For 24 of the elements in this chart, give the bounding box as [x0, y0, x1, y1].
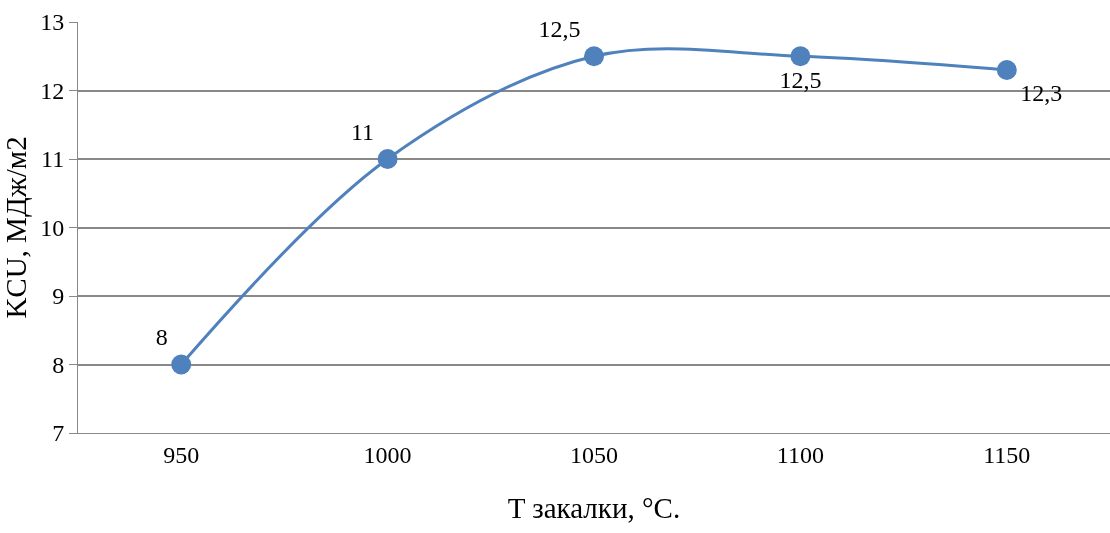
data-label: 11: [350, 118, 375, 145]
y-tick-label: 11: [41, 146, 65, 173]
y-tick-label: 9: [52, 283, 65, 310]
y-tick-label: 7: [52, 420, 65, 447]
y-tick-label: 12: [40, 77, 65, 104]
y-tick-label: 8: [52, 351, 65, 378]
x-tick-label: 1050: [570, 441, 618, 468]
data-label: 12,5: [779, 66, 822, 93]
data-label: 12,3: [1020, 80, 1063, 107]
point: [996, 59, 1017, 80]
x-axis-title: T закалки, °C.: [507, 491, 681, 524]
point: [790, 46, 811, 67]
y-axis-title: KCU, МДж/м2: [0, 136, 32, 319]
point: [171, 354, 192, 375]
x-tick-label: 1100: [776, 441, 824, 468]
x-tick-label: 1150: [983, 441, 1031, 468]
y-tick-label: 10: [40, 214, 65, 241]
point: [584, 46, 604, 67]
data-label: 12,5: [538, 15, 581, 42]
point: [377, 149, 398, 169]
data-label: 8: [155, 324, 168, 350]
y-tick-label: 13: [40, 9, 65, 36]
x-tick-label: 1000: [363, 441, 412, 468]
x-tick-label: 950: [163, 441, 200, 468]
